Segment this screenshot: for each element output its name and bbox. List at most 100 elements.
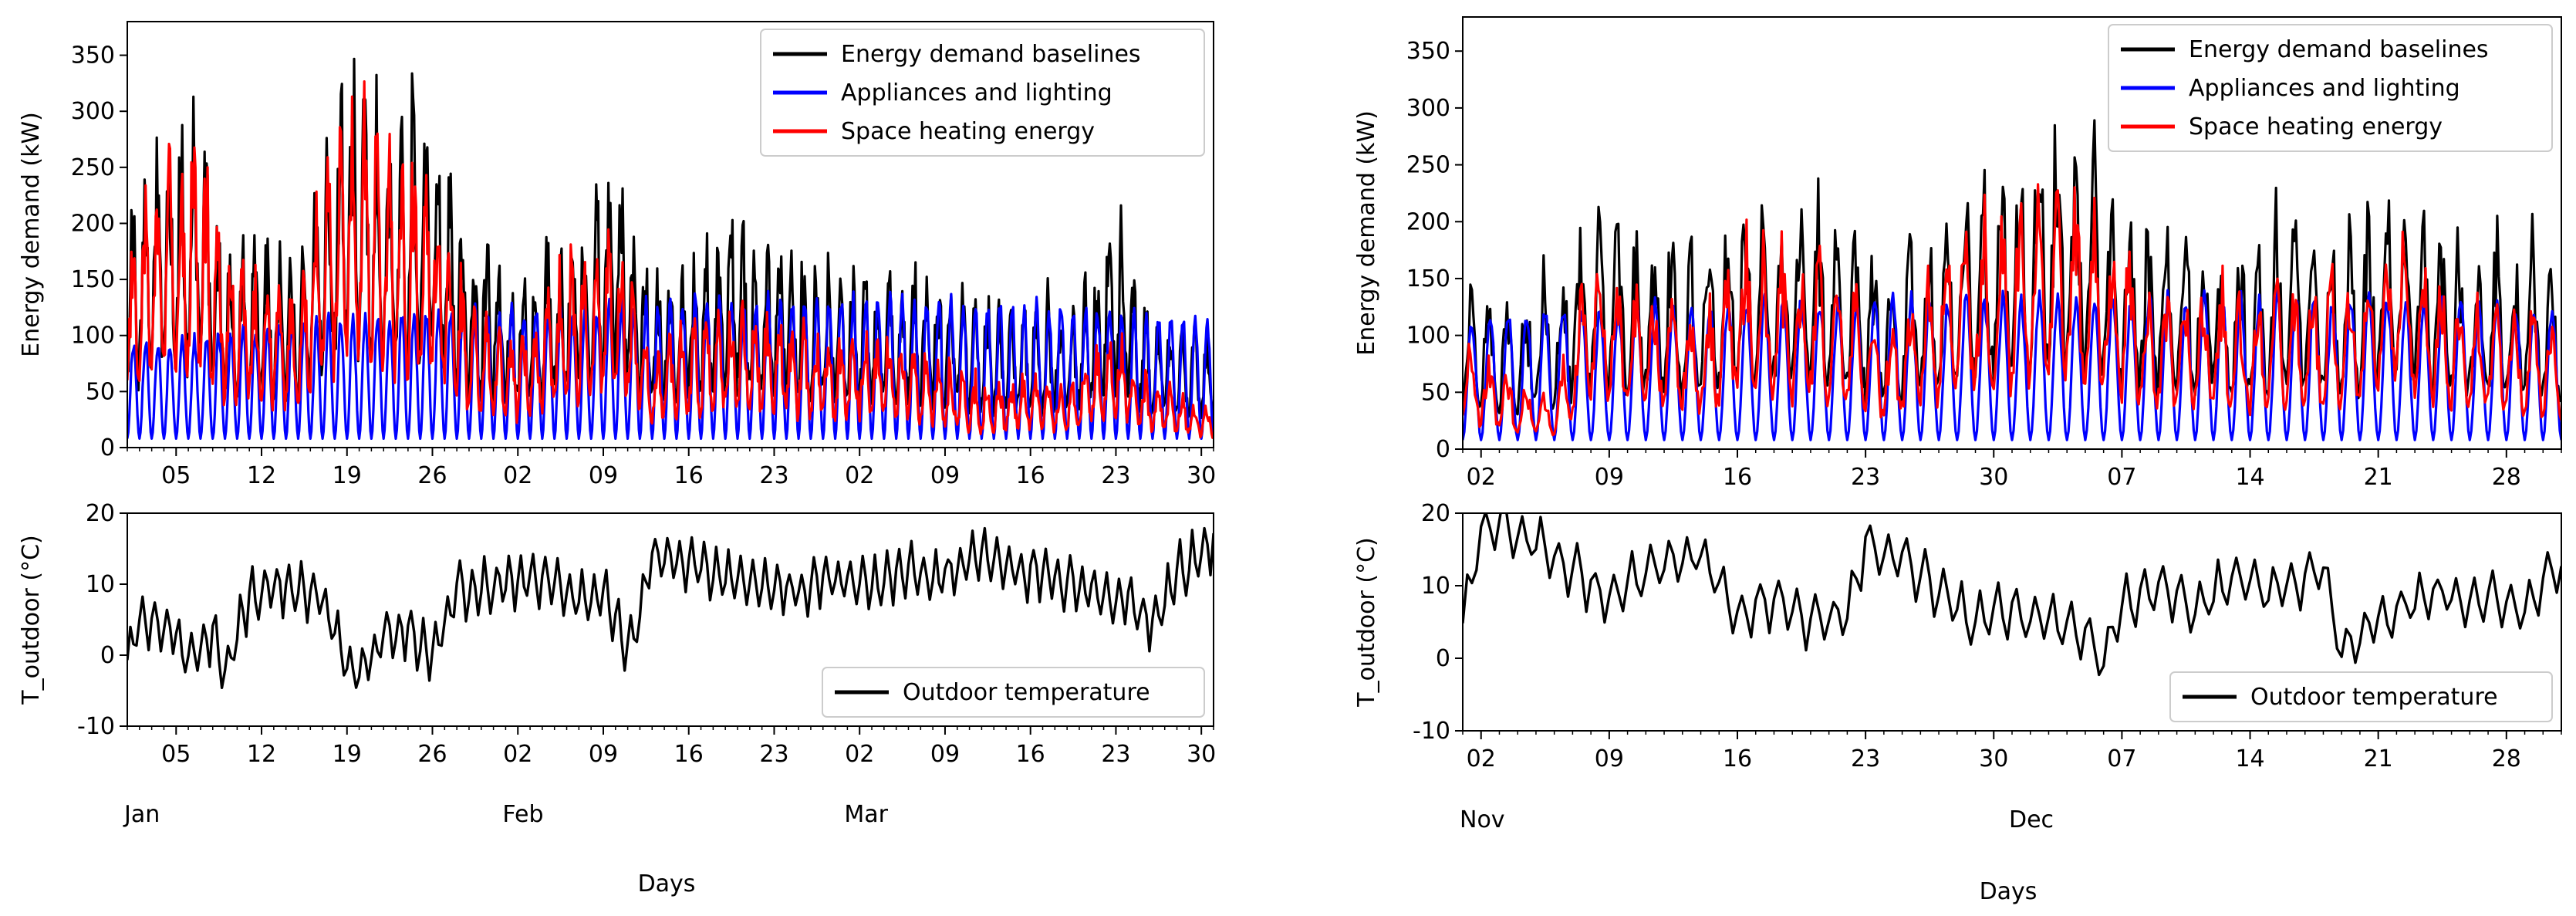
y-tick-label: 10 xyxy=(86,571,115,598)
x-tick-label: 16 xyxy=(674,741,704,768)
x-tick-label: 21 xyxy=(2364,745,2393,772)
x-tick-label: 14 xyxy=(2235,745,2264,772)
legend-entry: Outdoor temperature xyxy=(903,679,1150,706)
x-tick-label: 02 xyxy=(503,741,532,768)
x-tick-label: 23 xyxy=(1851,745,1880,772)
right-temperature-plot-area xyxy=(1463,513,2561,677)
x-tick-label: 19 xyxy=(333,741,362,768)
x-tick-label: 02 xyxy=(845,462,874,489)
y-tick-label: 0 xyxy=(1436,436,1450,463)
y-tick-label: 100 xyxy=(1406,323,1450,350)
x-tick-label: 09 xyxy=(1595,745,1624,772)
y-axis-label: T_outdoor (°C) xyxy=(1353,537,1380,707)
x-tick-label: 07 xyxy=(2107,464,2136,491)
x-tick-label: 23 xyxy=(1101,741,1130,768)
legend-entry: Outdoor temperature xyxy=(2250,684,2498,711)
series-line-space-heating-energy xyxy=(127,80,1214,439)
y-tick-label: 150 xyxy=(71,266,115,293)
y-tick-label: 20 xyxy=(86,500,115,527)
x-tick-label: 02 xyxy=(845,741,874,768)
series-line-space-heating-energy xyxy=(1463,183,2561,437)
x-tick-label: 16 xyxy=(1723,745,1752,772)
series-line-appliances-and-lighting xyxy=(1463,289,2561,441)
x-tick-label: 26 xyxy=(417,462,447,489)
right-temperature-panel: -10 0 10 20 02 09 16 23 30 07 14 21 28 T_outdoor (°C)… xyxy=(1353,500,2562,905)
month-label: Jan xyxy=(123,801,160,828)
y-axis-label: T_outdoor (°C) xyxy=(18,535,45,705)
x-tick-label: 07 xyxy=(2107,745,2136,772)
y-tick-label: 150 xyxy=(1406,265,1450,292)
legend-box xyxy=(760,29,1205,157)
legend: Outdoor temperature xyxy=(822,667,1205,718)
legend-box xyxy=(2169,671,2553,722)
y-tick-label: 100 xyxy=(71,323,115,350)
series-line-outdoor-temperature xyxy=(1463,513,2561,677)
axes-frame xyxy=(127,21,1214,448)
x-tick-label: 02 xyxy=(1467,464,1496,491)
right-energy-panel: 0 50 100 150 200 250 300 350 02 09 16 23 30 07 14 21 28 E… xyxy=(1353,16,2562,491)
left-energy-panel: 0 50 100 150 200 250 300 350 05 12 19 26 02 09 16 23 02 0… xyxy=(18,21,1216,489)
x-tick-label: 19 xyxy=(333,462,362,489)
y-tick-label: 50 xyxy=(86,378,115,405)
legend-entry: Energy demand baselines xyxy=(841,41,1141,68)
x-tick-label: 23 xyxy=(759,741,788,768)
x-tick-label: 30 xyxy=(1187,462,1216,489)
x-tick-label: 12 xyxy=(247,462,276,489)
y-tick-label: 250 xyxy=(71,154,115,181)
x-tick-label: 23 xyxy=(1101,462,1130,489)
x-axis-label: Days xyxy=(638,870,696,897)
x-tick-label: 05 xyxy=(161,741,191,768)
y-axis-label: Energy demand (kW) xyxy=(1353,110,1380,356)
month-label: Nov xyxy=(1460,806,1505,833)
x-tick-label: 30 xyxy=(1979,745,2008,772)
x-tick-label: 05 xyxy=(161,462,191,489)
legend-entry: Space heating energy xyxy=(841,118,1095,145)
y-tick-label: 0 xyxy=(100,434,115,461)
month-label: Dec xyxy=(2009,806,2054,833)
y-tick-label: 350 xyxy=(71,42,115,69)
x-tick-label: 09 xyxy=(930,741,960,768)
x-tick-label: 09 xyxy=(1595,464,1624,491)
series-line-outdoor-temperature xyxy=(127,526,1214,689)
x-tick-label: 02 xyxy=(1467,745,1496,772)
x-tick-label: 28 xyxy=(2492,464,2521,491)
legend: Energy demand baselines Appliances and li… xyxy=(760,29,1205,157)
left-energy-plot-area xyxy=(127,57,1214,440)
y-tick-label: 250 xyxy=(1406,152,1450,179)
y-tick-label: 10 xyxy=(1421,573,1450,600)
left-temperature-panel: -10 0 10 20 05 12 19 26 02 09 16 23 02 09 16 23 30 T_outd… xyxy=(18,500,1216,897)
legend-box xyxy=(822,667,1205,718)
x-axis-label: Days xyxy=(1980,878,2038,905)
x-tick-label: 09 xyxy=(930,462,960,489)
y-tick-label: 350 xyxy=(1406,38,1450,65)
x-tick-label: 21 xyxy=(2364,464,2393,491)
x-tick-label: 09 xyxy=(589,741,618,768)
x-tick-label: 09 xyxy=(589,462,618,489)
left-temperature-plot-area xyxy=(127,526,1214,689)
y-tick-label: 200 xyxy=(71,210,115,237)
x-tick-label: 16 xyxy=(1723,464,1752,491)
y-tick-label: 20 xyxy=(1421,500,1450,527)
x-tick-label: 30 xyxy=(1187,741,1216,768)
month-label: Mar xyxy=(844,801,888,828)
y-tick-label: -10 xyxy=(1413,718,1450,745)
y-tick-label: 0 xyxy=(100,642,115,669)
x-tick-label: 30 xyxy=(1979,464,2008,491)
legend-entry: Appliances and lighting xyxy=(2189,75,2460,102)
right-energy-plot-area xyxy=(1463,119,2561,441)
y-tick-label: -10 xyxy=(77,713,115,740)
x-tick-label: 23 xyxy=(759,462,788,489)
x-tick-label: 26 xyxy=(417,741,447,768)
legend: Energy demand baselines Appliances and li… xyxy=(2108,24,2553,152)
legend: Outdoor temperature xyxy=(2169,671,2553,722)
x-tick-label: 12 xyxy=(247,741,276,768)
y-tick-label: 300 xyxy=(1406,95,1450,122)
legend-entry: Space heating energy xyxy=(2189,113,2443,140)
x-tick-label: 16 xyxy=(1016,462,1045,489)
x-tick-label: 28 xyxy=(2492,745,2521,772)
x-tick-label: 16 xyxy=(674,462,704,489)
y-tick-label: 200 xyxy=(1406,208,1450,235)
y-axis-label: Energy demand (kW) xyxy=(18,112,45,357)
x-tick-label: 02 xyxy=(503,462,532,489)
